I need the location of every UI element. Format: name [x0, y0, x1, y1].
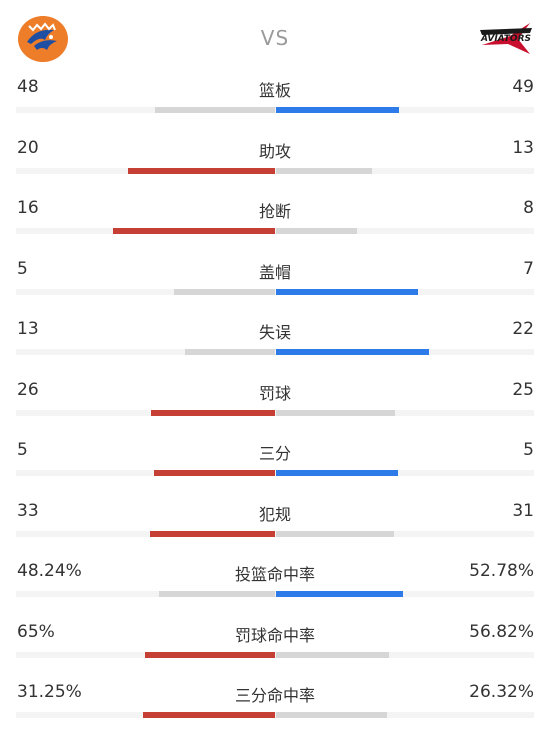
home-value: 48.24% — [17, 561, 82, 581]
away-value: 31 — [512, 500, 534, 521]
stat-row: 20 助攻 13 — [0, 118, 550, 179]
stat-row: 13 失误 22 — [0, 299, 550, 360]
stat-bar-track — [16, 349, 534, 355]
home-value: 20 — [17, 137, 39, 158]
away-stat-bar — [276, 712, 388, 718]
away-value: 13 — [512, 137, 534, 158]
aviators-logo[interactable]: AVIATORS — [478, 20, 534, 58]
stat-row: 16 抢断 8 — [0, 178, 550, 239]
away-stat-bar — [276, 288, 418, 295]
stat-label: 篮板 — [258, 81, 291, 100]
stat-row: 5 三分 5 — [0, 420, 550, 481]
stat-bar-track — [16, 288, 534, 295]
stat-label: 抢断 — [258, 202, 291, 221]
home-stat-bar — [158, 591, 275, 597]
away-stat-bar — [276, 349, 429, 355]
away-value: 56.82% — [469, 621, 534, 642]
away-value: 49 — [512, 77, 534, 97]
vs-label: VS — [260, 26, 290, 50]
stat-bar-track — [16, 167, 534, 174]
stat-label: 投篮命中率 — [234, 565, 315, 584]
stat-row: 26 罚球 25 — [0, 360, 550, 421]
stat-label: 盖帽 — [258, 262, 291, 282]
stat-bar-track — [16, 228, 534, 234]
stat-bar-track — [16, 591, 534, 597]
home-value: 48 — [17, 77, 39, 97]
stat-bar-track — [16, 530, 534, 537]
stat-label: 罚球命中率 — [234, 625, 315, 645]
stat-label: 助攻 — [258, 141, 291, 161]
away-value: 26.32% — [469, 682, 534, 702]
match-header: VS AVIATORS — [0, 0, 550, 78]
home-stat-bar — [153, 470, 275, 476]
away-stat-bar — [276, 409, 396, 416]
stat-label: 犯规 — [258, 504, 291, 524]
stat-row: 31.25% 三分命中率 26.32% — [0, 662, 550, 723]
stat-label: 失误 — [258, 323, 291, 342]
home-value: 65% — [17, 621, 55, 642]
home-stat-bar — [143, 712, 275, 718]
home-value: 33 — [17, 500, 39, 521]
stat-bar-track — [16, 651, 534, 658]
stat-bar-track — [16, 470, 534, 476]
home-stat-bar — [145, 651, 275, 658]
home-value: 31.25% — [17, 682, 82, 702]
away-value: 22 — [512, 319, 534, 339]
home-stat-bar — [173, 288, 275, 295]
stat-row: 65% 罚球命中率 56.82% — [0, 602, 550, 663]
away-stat-bar — [276, 651, 390, 658]
stat-row: 48.24% 投篮命中率 52.78% — [0, 541, 550, 602]
away-stat-bar — [276, 228, 357, 234]
away-stat-bar — [276, 591, 403, 597]
home-team-logo[interactable] — [18, 16, 68, 62]
stat-row: 33 犯规 31 — [0, 481, 550, 542]
stat-label: 三分 — [258, 444, 291, 463]
home-stat-bar — [113, 228, 275, 234]
away-value: 25 — [512, 379, 534, 400]
stat-row: 5 盖帽 7 — [0, 239, 550, 300]
home-stat-bar — [184, 349, 275, 355]
away-value: 5 — [523, 440, 534, 460]
away-stat-bar — [276, 167, 372, 174]
home-stat-bar — [154, 107, 275, 113]
home-value: 5 — [17, 440, 28, 460]
stat-bar-track — [16, 409, 534, 416]
home-stat-bar — [151, 409, 275, 416]
stat-label: 三分命中率 — [234, 686, 315, 705]
away-value: 7 — [523, 258, 534, 279]
stat-bar-track — [16, 107, 534, 113]
home-stat-bar — [149, 530, 275, 537]
stat-comparison-list: 48 篮板 49 20 助攻 13 16 抢断 8 5 盖帽 7 13 失误 22 26 罚球 25 5 三分 5 33 犯… — [0, 57, 550, 723]
away-value: 8 — [523, 198, 534, 218]
home-value: 26 — [17, 379, 39, 400]
stat-row: 48 篮板 49 — [0, 57, 550, 118]
away-stat-bar — [276, 107, 399, 113]
away-value: 52.78% — [469, 561, 534, 581]
home-value: 5 — [17, 258, 28, 279]
stat-label: 罚球 — [258, 383, 291, 403]
home-value: 16 — [17, 198, 39, 218]
home-stat-bar — [127, 167, 275, 174]
aviators-logo-text: AVIATORS — [480, 34, 531, 44]
away-stat-bar — [276, 530, 394, 537]
home-value: 13 — [17, 319, 39, 339]
away-stat-bar — [276, 470, 398, 476]
stat-bar-track — [16, 712, 534, 718]
